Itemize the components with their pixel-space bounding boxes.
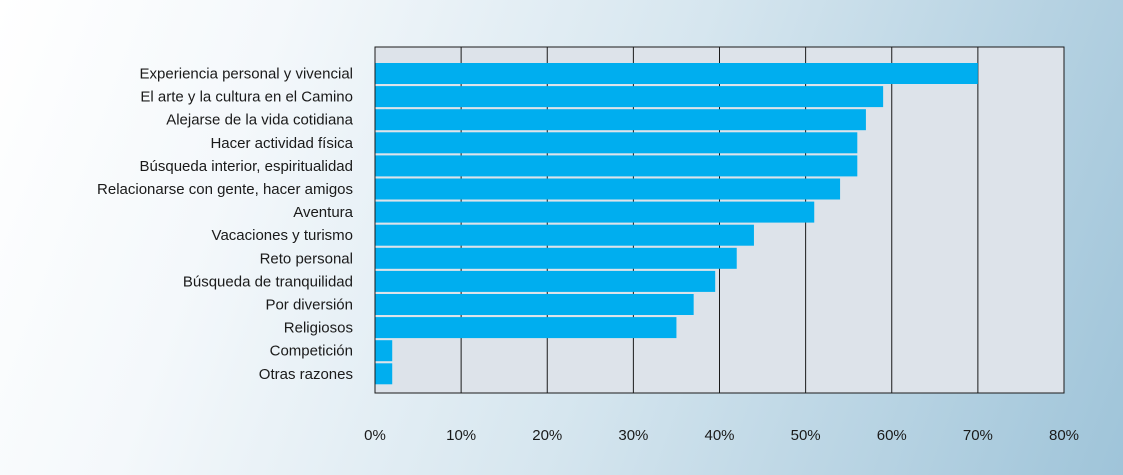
x-tick-label: 40% bbox=[704, 427, 734, 444]
bar bbox=[375, 363, 393, 385]
bars bbox=[375, 63, 978, 385]
category-labels: Experiencia personal y vivencial El arte … bbox=[97, 66, 354, 383]
x-tick-label: 20% bbox=[532, 427, 562, 444]
category-label: El arte y la cultura en el Camino bbox=[140, 89, 353, 106]
category-label: Experiencia personal y vivencial bbox=[140, 66, 353, 83]
x-tick-label: 60% bbox=[877, 427, 907, 444]
category-label: Hacer actividad física bbox=[210, 135, 353, 152]
category-label: Religiosos bbox=[284, 320, 353, 337]
x-tick-labels: 0% 10% 20% 30% 40% 50% 60% 70% 80% bbox=[364, 427, 1079, 444]
category-label: Reto personal bbox=[260, 250, 353, 267]
category-label: Por diversión bbox=[265, 297, 353, 314]
category-label: Aventura bbox=[293, 204, 353, 221]
bar bbox=[375, 178, 841, 200]
bar bbox=[375, 340, 393, 362]
x-tick-label: 0% bbox=[364, 427, 386, 444]
x-tick-label: 70% bbox=[963, 427, 993, 444]
category-label: Búsqueda de tranquilidad bbox=[183, 273, 353, 290]
bar bbox=[375, 132, 858, 154]
bar bbox=[375, 63, 978, 84]
bar bbox=[375, 294, 694, 315]
bar bbox=[375, 86, 884, 108]
bar bbox=[375, 109, 866, 131]
bar bbox=[375, 317, 677, 339]
category-label: Otras razones bbox=[259, 366, 353, 383]
category-label: Alejarse de la vida cotidiana bbox=[166, 112, 353, 129]
bar bbox=[375, 201, 815, 223]
x-tick-label: 30% bbox=[618, 427, 648, 444]
category-label: Vacaciones y turismo bbox=[212, 227, 353, 244]
bar bbox=[375, 270, 716, 292]
x-tick-label: 10% bbox=[446, 427, 476, 444]
bar bbox=[375, 155, 858, 177]
x-tick-label: 50% bbox=[791, 427, 821, 444]
category-label: Búsqueda interior, espiritualidad bbox=[140, 158, 353, 175]
x-tick-label: 80% bbox=[1049, 427, 1079, 444]
category-label: Competición bbox=[270, 343, 353, 360]
bar bbox=[375, 247, 737, 269]
bar bbox=[375, 224, 754, 246]
category-label: Relacionarse con gente, hacer amigos bbox=[97, 181, 353, 198]
